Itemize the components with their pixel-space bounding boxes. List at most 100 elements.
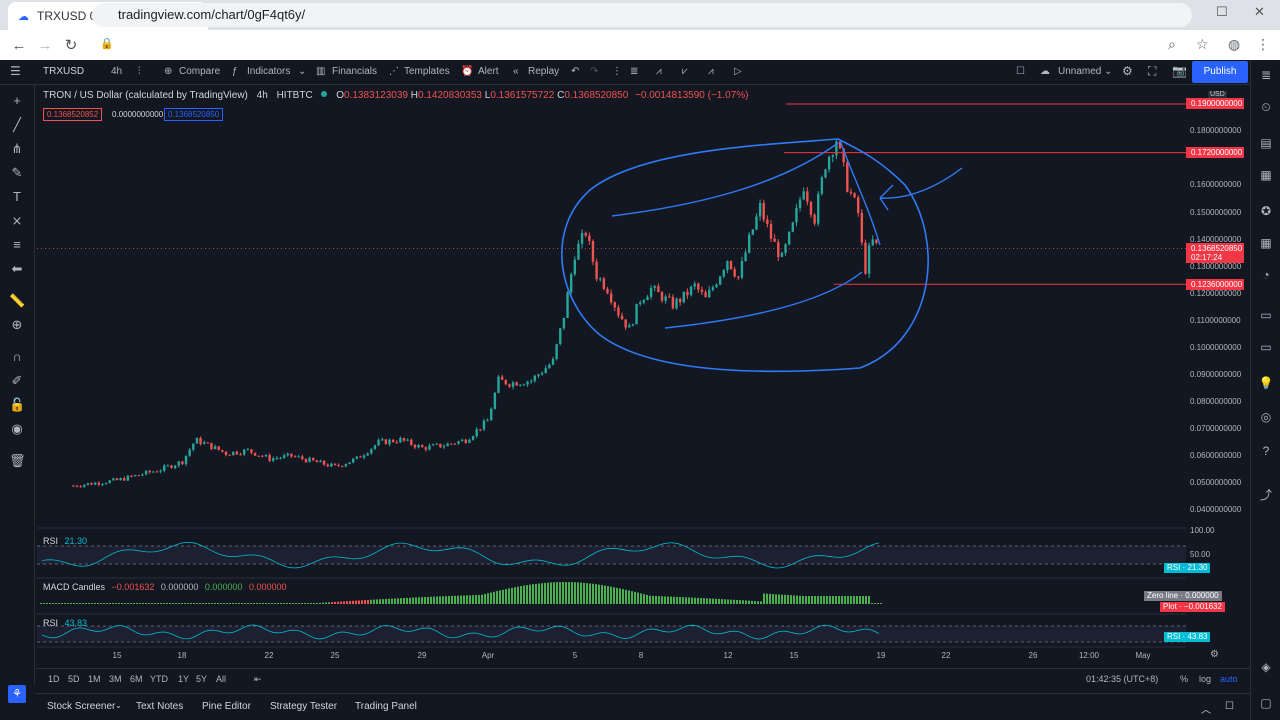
streams-icon[interactable]: ◎ bbox=[1260, 410, 1272, 424]
stock-screener-dropdown-icon[interactable]: ⌄ bbox=[115, 701, 122, 710]
notifications-icon[interactable]: ▢ bbox=[1260, 696, 1272, 710]
lock-icon[interactable]: 🔒 bbox=[100, 38, 114, 50]
text-tool-icon[interactable]: T bbox=[13, 189, 21, 204]
snapshot-camera-icon[interactable]: 📷 bbox=[1172, 64, 1187, 78]
pattern-tool-icon[interactable]: ⩘ bbox=[656, 66, 662, 77]
rsi2-legend[interactable]: RSI 43.83 bbox=[43, 618, 87, 628]
pitchfork-tool-icon[interactable]: ⋔ bbox=[11, 141, 23, 156]
layout-dropdown-icon[interactable]: ⌄ bbox=[1104, 66, 1113, 77]
chart-style-candles-icon[interactable]: ⫶ bbox=[138, 66, 141, 77]
auto-scale-toggle[interactable]: auto bbox=[1220, 674, 1238, 684]
trash-icon[interactable]: 🗑 bbox=[9, 453, 26, 468]
calendar-icon[interactable]: ▦ bbox=[1260, 236, 1272, 250]
log-scale-toggle[interactable]: log bbox=[1199, 674, 1212, 684]
fullscreen-icon[interactable]: ⛶ bbox=[1148, 64, 1157, 78]
stay-in-drawing-icon[interactable]: ✐ bbox=[11, 373, 23, 388]
back-arrow-icon[interactable]: ⬅ bbox=[11, 261, 23, 276]
publish-button[interactable]: Publish bbox=[1192, 61, 1248, 83]
reload-icon[interactable]: ↻ bbox=[64, 37, 78, 54]
buy-price-box[interactable]: 0.1368520850 bbox=[164, 108, 224, 121]
maximize-panel-icon[interactable]: ☐ bbox=[1225, 701, 1234, 712]
messages-icon[interactable]: ▭ bbox=[1260, 340, 1272, 354]
interval-button[interactable]: 4h bbox=[111, 66, 123, 77]
undo-icon[interactable]: ↶ bbox=[571, 66, 580, 77]
object-tree-icon[interactable]: ⚘ bbox=[8, 685, 26, 703]
sell-price-box[interactable]: 0.1368520852 bbox=[43, 108, 103, 121]
indicators-button[interactable]: Indicators bbox=[247, 66, 291, 77]
url-field[interactable]: tradingview.com/chart/0gF4qt6y/ bbox=[92, 3, 1192, 27]
timeframe-button[interactable]: 1M bbox=[88, 674, 101, 684]
bottom-panel-tab[interactable]: Pine Editor bbox=[202, 701, 251, 712]
lightbulb-icon[interactable]: 💡 bbox=[1258, 376, 1274, 390]
alert-button[interactable]: Alert bbox=[478, 66, 499, 77]
legend-title[interactable]: TRON / US Dollar (calculated by TradingV… bbox=[43, 90, 248, 101]
bottom-panel-tab[interactable]: Text Notes bbox=[136, 701, 184, 712]
hide-drawings-eye-icon[interactable]: ◉ bbox=[11, 421, 23, 436]
compare-button[interactable]: Compare bbox=[179, 66, 221, 77]
financials-button[interactable]: Financials bbox=[332, 66, 378, 77]
time-axis[interactable]: 15 18 22 25 29 Apr 5 8 12 15 19 22 26 12:00 May bbox=[36, 648, 1186, 664]
timeframe-button[interactable]: YTD bbox=[150, 674, 168, 684]
currency-label[interactable]: USD bbox=[1208, 91, 1227, 98]
xabcd-tool-icon[interactable]: ⩗ bbox=[682, 66, 688, 77]
clock-label[interactable]: 01:42:35 (UTC+8) bbox=[1086, 674, 1159, 684]
date-range-icon[interactable]: ⇤ bbox=[254, 674, 262, 684]
extension-icon[interactable]: ◍ bbox=[1228, 36, 1241, 52]
lock-drawings-icon[interactable]: 🔓 bbox=[9, 397, 26, 412]
trend-icon[interactable]: ⤴ bbox=[1259, 488, 1272, 502]
bottom-panel-tab[interactable]: Stock Screener bbox=[47, 701, 116, 712]
brush-tool-icon[interactable]: ✎ bbox=[11, 165, 23, 180]
timeframe-button[interactable]: 6M bbox=[130, 674, 143, 684]
macd-legend[interactable]: MACD Candles −0.001632 0.000000 0.000000… bbox=[43, 582, 287, 592]
percent-scale-toggle[interactable]: % bbox=[1180, 674, 1189, 684]
timeframe-button[interactable]: 1D bbox=[48, 674, 60, 684]
prediction-tool-icon[interactable]: ≡ bbox=[13, 237, 21, 252]
replay-button[interactable]: Replay bbox=[528, 66, 560, 77]
chat-icon[interactable]: ▭ bbox=[1260, 308, 1272, 322]
timeframe-button[interactable]: 3M bbox=[109, 674, 122, 684]
trend-line-tool-icon[interactable]: ╱ bbox=[13, 117, 21, 132]
timeframe-button[interactable]: 5Y bbox=[196, 674, 208, 684]
price-axis[interactable]: 0.1800000000 0.1600000000 0.1500000000 0.14… bbox=[1186, 85, 1250, 525]
rsi1-legend[interactable]: RSI 21.30 bbox=[43, 536, 87, 546]
hotlist-icon[interactable]: ✪ bbox=[1260, 204, 1272, 218]
ruler-icon[interactable]: 📏 bbox=[9, 293, 26, 308]
watchlist-icon[interactable]: ≣ bbox=[1260, 68, 1272, 82]
wave-tool-icon[interactable]: ⩘ bbox=[708, 66, 714, 77]
bottom-panel-tab[interactable]: Trading Panel bbox=[355, 701, 417, 712]
pattern-tool-icon-left[interactable]: ⨯ bbox=[11, 213, 23, 228]
maximize-window-icon[interactable]: ☐ bbox=[1216, 4, 1228, 19]
drag-handle-icon[interactable]: ⋮ bbox=[612, 66, 622, 77]
layers-icon[interactable]: ◈ bbox=[1261, 660, 1271, 674]
help-icon[interactable]: ? bbox=[1262, 444, 1270, 458]
settings-gear-icon[interactable]: ⚙ bbox=[1122, 64, 1133, 78]
redo-icon[interactable]: ↷ bbox=[590, 66, 599, 77]
timeframe-button[interactable]: 5D bbox=[68, 674, 80, 684]
zoom-in-icon[interactable]: ⊕ bbox=[11, 317, 23, 332]
back-icon[interactable]: ← bbox=[11, 36, 27, 54]
cursor-tool-icon[interactable]: ▷ bbox=[734, 66, 742, 77]
main-menu-icon[interactable]: ☰ bbox=[10, 64, 21, 78]
alerts-clock-icon[interactable]: ⏲ bbox=[1261, 100, 1271, 114]
collapse-panel-icon[interactable]: ︿ bbox=[1201, 705, 1211, 716]
close-window-icon[interactable]: ✕ bbox=[1254, 4, 1265, 19]
browser-menu-icon[interactable]: ⋮ bbox=[1256, 36, 1270, 52]
symbol-search-button[interactable]: TRXUSD bbox=[43, 66, 85, 77]
magnet-icon[interactable]: ∩ bbox=[12, 349, 22, 364]
data-window-icon[interactable]: ▤ bbox=[1260, 136, 1272, 150]
time-axis-settings-icon[interactable]: ⚙ bbox=[1210, 649, 1219, 660]
ideas-bulb-icon[interactable]: ◔ bbox=[1262, 268, 1270, 282]
horizontal-lines-tool-icon[interactable]: ≣ bbox=[630, 66, 639, 77]
templates-button[interactable]: Templates bbox=[404, 66, 450, 77]
layout-select-icon[interactable]: ☐ bbox=[1016, 66, 1025, 77]
zoom-icon[interactable]: ⌕ bbox=[1168, 36, 1176, 52]
forward-icon[interactable]: → bbox=[37, 36, 53, 54]
layout-name-button[interactable]: Unnamed bbox=[1058, 66, 1102, 77]
indicators-dropdown-icon[interactable]: ⌄ bbox=[298, 66, 307, 77]
news-icon[interactable]: ▦ bbox=[1260, 168, 1272, 182]
crosshair-tool-icon[interactable]: + bbox=[13, 93, 21, 108]
bookmark-star-icon[interactable]: ☆ bbox=[1196, 36, 1209, 52]
timeframe-button[interactable]: 1Y bbox=[178, 674, 190, 684]
timeframe-button[interactable]: All bbox=[216, 674, 227, 684]
bottom-panel-tab[interactable]: Strategy Tester bbox=[270, 701, 338, 712]
